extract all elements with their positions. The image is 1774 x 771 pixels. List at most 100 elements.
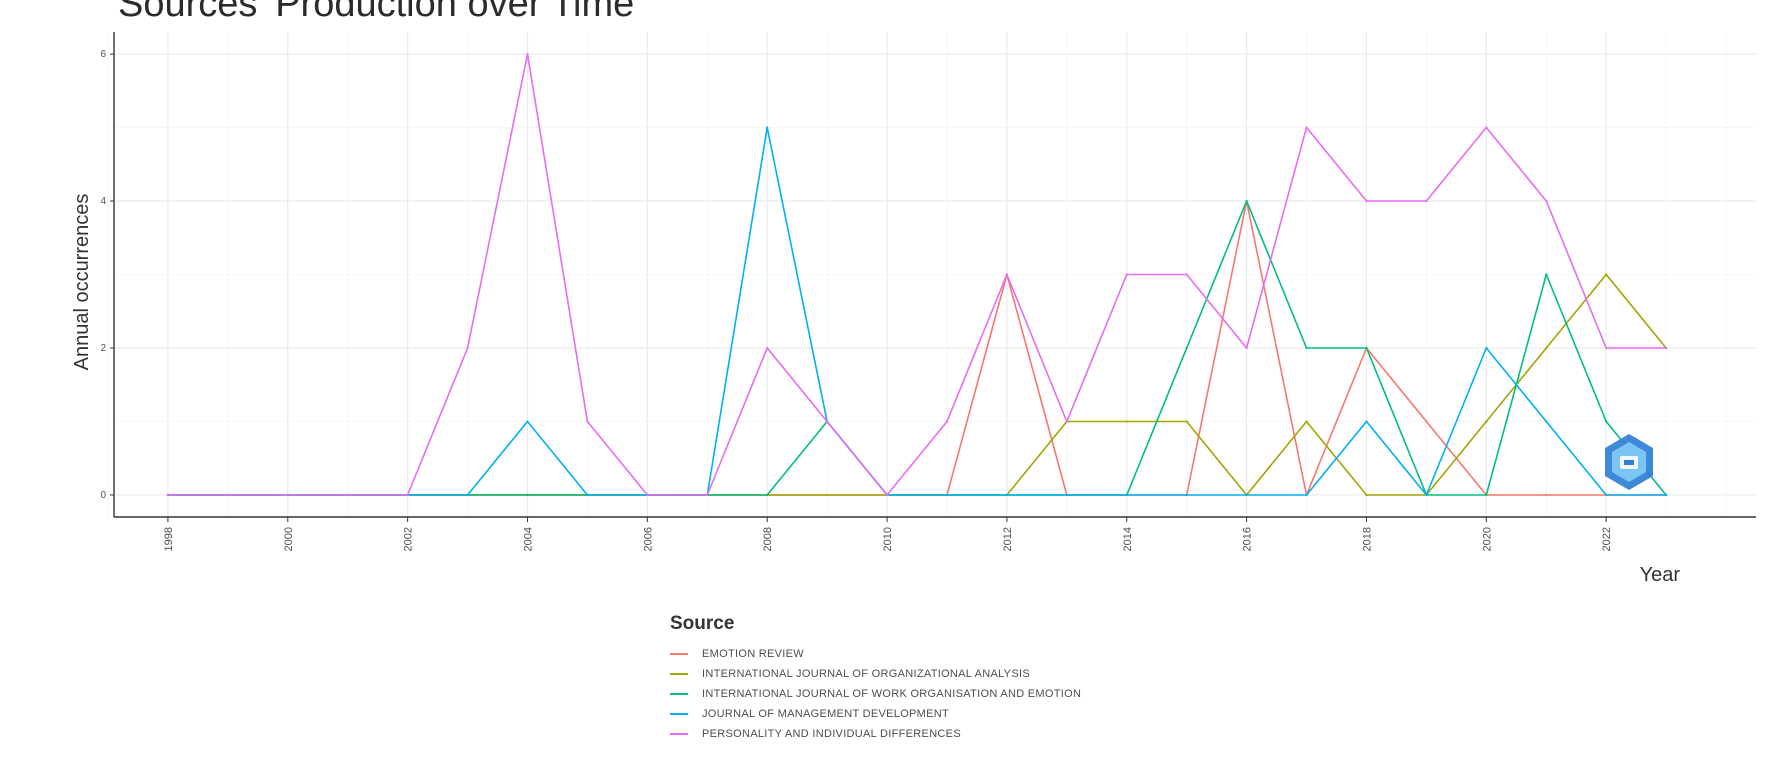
x-tick-label: 2004 — [522, 527, 534, 551]
series-4-point — [1605, 493, 1608, 497]
x-tick-label: 2008 — [762, 527, 774, 551]
series-5-point — [1005, 273, 1009, 276]
x-tick-label: 1998 — [163, 527, 175, 551]
y-tick-label: 4 — [100, 196, 106, 207]
series-3-point — [1545, 273, 1548, 276]
series-line-2 — [167, 273, 1667, 496]
series-5-point — [945, 420, 949, 423]
series-4-point — [1065, 493, 1068, 497]
legend-key — [670, 733, 688, 735]
series-3-point — [1245, 199, 1248, 203]
series-5-point — [646, 493, 649, 497]
series-5-point — [1665, 346, 1668, 350]
legend-item: EMOTION REVIEW — [670, 644, 1081, 664]
y-tick-label: 2 — [100, 343, 106, 354]
series-5-point — [766, 346, 769, 350]
series-4-point — [945, 493, 949, 497]
x-tick-label: 2016 — [1242, 527, 1254, 551]
series-3-point — [1305, 346, 1308, 350]
x-tick-label: 2002 — [403, 527, 415, 551]
series-5-point — [586, 420, 589, 423]
legend-key — [670, 713, 688, 715]
legend-item: INTERNATIONAL JOURNAL OF WORK ORGANISATI… — [670, 684, 1081, 704]
x-tick-label: 2010 — [882, 527, 894, 551]
x-tick-label: 2018 — [1361, 527, 1373, 551]
legend-items: EMOTION REVIEW INTERNATIONAL JOURNAL OF O… — [670, 644, 1081, 744]
series-5-point — [466, 346, 469, 350]
series-3-point — [766, 493, 769, 497]
series-5-point — [286, 493, 289, 497]
series-5-point — [1065, 420, 1068, 423]
series-4-point — [1425, 493, 1428, 497]
series-4-point — [1185, 493, 1188, 497]
series-2-point — [1305, 420, 1308, 423]
chart-title: Sources' Production over Time — [118, 0, 635, 25]
legend-key — [670, 693, 688, 695]
x-tick-label: 2000 — [283, 527, 295, 551]
series-4-point — [766, 126, 769, 129]
legend-item: PERSONALITY AND INDIVIDUAL DIFFERENCES — [670, 724, 1081, 744]
series-2-point — [1605, 273, 1608, 276]
series-5-point — [1485, 126, 1488, 129]
x-axis-label: Year — [1640, 564, 1681, 586]
series-2-point — [1545, 346, 1548, 350]
series-3-point — [1605, 420, 1608, 423]
series-line-5 — [167, 53, 1667, 496]
series-5-point — [1245, 346, 1248, 350]
x-tick-label: 2020 — [1481, 527, 1493, 551]
series-4-point — [586, 493, 589, 497]
x-tick-label: 2014 — [1122, 527, 1134, 551]
series-2-point — [826, 493, 829, 497]
y-tick-label: 6 — [100, 49, 106, 60]
series-5-point — [166, 493, 170, 497]
series-4-point — [1665, 493, 1668, 497]
series-1-point — [1425, 420, 1428, 423]
x-tick-label: 2022 — [1601, 527, 1613, 551]
series-5-point — [1425, 199, 1428, 203]
series-5-point — [1125, 273, 1128, 276]
series-layer — [166, 52, 1668, 497]
series-4-point — [1125, 493, 1128, 497]
legend-label: JOURNAL OF MANAGEMENT DEVELOPMENT — [702, 708, 950, 720]
legend-item: INTERNATIONAL JOURNAL OF ORGANIZATIONAL … — [670, 664, 1081, 684]
series-5-point — [1605, 346, 1608, 350]
y-tick-label: 0 — [100, 490, 106, 501]
series-5-point — [826, 420, 829, 423]
legend: Source EMOTION REVIEW INTERNATIONAL JOURN… — [670, 613, 1081, 744]
series-2-point — [1485, 420, 1488, 423]
legend-key — [670, 653, 688, 655]
series-5-point — [1185, 273, 1188, 276]
series-5-point — [526, 52, 529, 56]
grid-layer — [107, 32, 1756, 517]
x-tick-label: 2006 — [642, 527, 654, 551]
series-5-point — [1365, 199, 1368, 203]
series-1-point — [1545, 493, 1548, 497]
series-5-point — [885, 493, 889, 497]
series-2-point — [1185, 420, 1188, 423]
series-4-point — [1485, 346, 1488, 350]
series-4-point — [1245, 493, 1248, 497]
series-5-point — [1545, 199, 1548, 203]
series-3-point — [526, 493, 529, 497]
series-3-point — [1185, 346, 1188, 350]
series-4-point — [526, 420, 529, 423]
logo-watermark-icon — [1605, 434, 1653, 490]
axes-layer: 0 2 4 6 1998 2000 2002 2004 2006 2008 2010 2012 2014… — [100, 32, 1756, 551]
legend-label: INTERNATIONAL JOURNAL OF WORK ORGANISATI… — [702, 688, 1082, 700]
series-3-point — [1485, 493, 1488, 497]
series-5-point — [1305, 126, 1308, 129]
series-2-point — [1365, 493, 1368, 497]
series-3-point — [1365, 346, 1368, 350]
series-4-point — [1005, 493, 1009, 497]
legend-label: PERSONALITY AND INDIVIDUAL DIFFERENCES — [702, 728, 961, 740]
legend-label: EMOTION REVIEW — [702, 648, 804, 660]
legend-item: JOURNAL OF MANAGEMENT DEVELOPMENT — [670, 704, 1081, 724]
series-5-point — [226, 493, 229, 497]
series-line-4 — [167, 126, 1667, 496]
series-4-point — [1365, 420, 1368, 423]
series-5-point — [406, 493, 409, 497]
series-4-point — [1545, 420, 1548, 423]
y-axis-label: Annual occurrences — [71, 194, 93, 371]
x-tick-label: 2012 — [1002, 527, 1014, 551]
